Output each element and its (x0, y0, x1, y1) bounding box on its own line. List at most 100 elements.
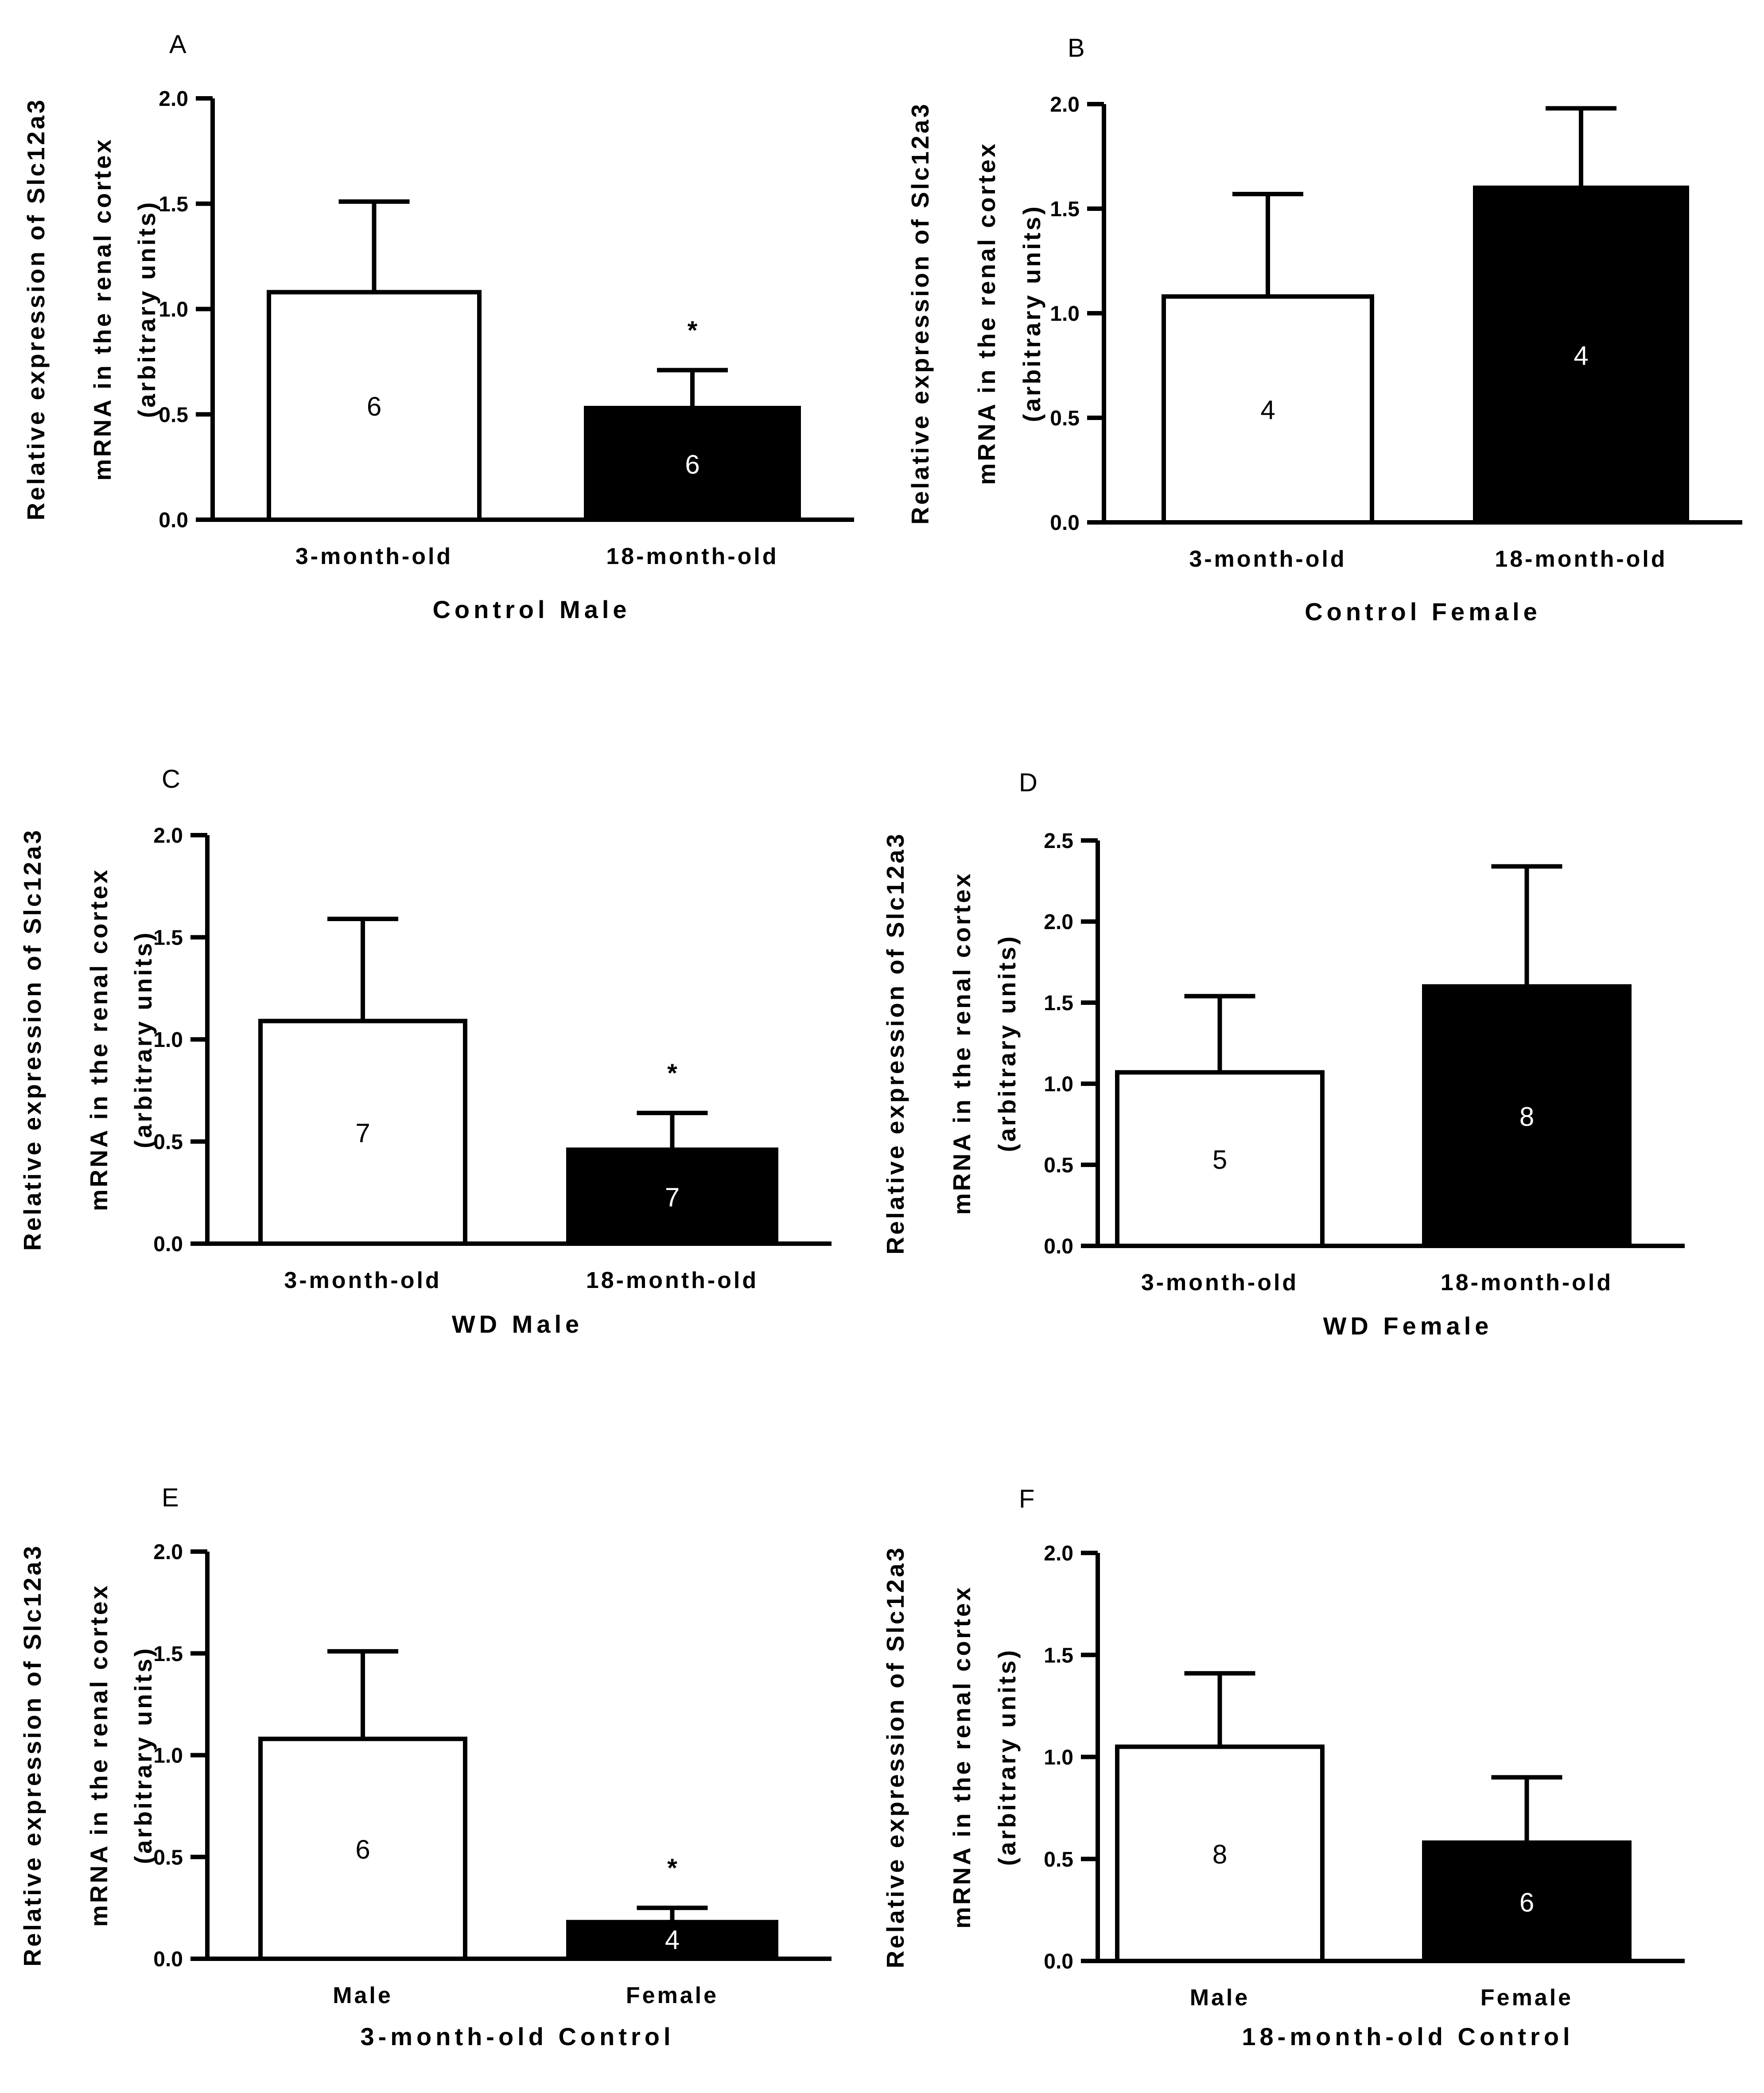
bar-2 (1422, 984, 1632, 1248)
bar-2 (566, 1147, 778, 1246)
panel-A: A 0.0 0.5 1.0 1.5 2.0 6 3-month-old 6 * 18-month-o… (22, 30, 854, 623)
n-label: 6 (685, 450, 699, 479)
y-axis-title-line: mRNA in the renal cortex (948, 1585, 975, 1929)
panel-letter: C (162, 765, 180, 794)
y-tick-label: 0.0 (1044, 1235, 1073, 1258)
y-axis-title-line: mRNA in the renal cortex (89, 137, 116, 481)
bar-1 (1115, 1070, 1325, 1248)
y-axis-title-line: mRNA in the renal cortex (85, 868, 113, 1211)
x-axis-title: Control Female (1305, 598, 1541, 626)
n-label: 4 (1574, 341, 1588, 370)
n-label: 7 (665, 1183, 680, 1212)
n-label: 5 (1212, 1145, 1227, 1175)
panel-letter: A (169, 30, 187, 59)
y-tick-label: 1.5 (153, 1642, 183, 1666)
x-axis-title: 3-month-old Control (360, 2023, 674, 2050)
panel-D: D 0.0 0.5 1.0 1.5 2.0 2.5 5 3-month-old 8 18-month… (882, 768, 1685, 1340)
bar-2 (1473, 185, 1689, 525)
y-axis-title-line: (arbitrary units) (133, 200, 160, 418)
category-label: Female (626, 1983, 719, 2008)
y-tick-label: 2.0 (1044, 1542, 1073, 1565)
y-tick-label: 0.5 (153, 1846, 183, 1869)
y-tick-label: 1.5 (1044, 992, 1073, 1015)
category-label: 18-month-old (1441, 1270, 1613, 1295)
n-label: 8 (1212, 1840, 1227, 1869)
n-label: 7 (355, 1118, 370, 1148)
category-label: Male (1190, 1985, 1250, 2011)
y-tick-label: 1.0 (1044, 1746, 1073, 1770)
bar-1 (267, 290, 482, 522)
category-label: 3-month-old (295, 544, 453, 569)
y-tick-label: 1.0 (1044, 1073, 1073, 1096)
n-label: 4 (1260, 395, 1275, 425)
n-label: 6 (367, 392, 381, 421)
y-tick-label: 2.0 (159, 87, 188, 111)
y-tick-label: 2.0 (1044, 910, 1073, 934)
significance-marker: * (667, 1059, 677, 1088)
bar-2 (566, 1920, 778, 1961)
y-axis-title-line: mRNA in the renal cortex (85, 1583, 113, 1927)
bar-1 (1115, 1744, 1325, 1964)
y-tick-label: 2.5 (1044, 829, 1073, 853)
bar-2 (584, 405, 801, 522)
category-label: 18-month-old (1495, 546, 1667, 572)
y-tick-label: 0.5 (153, 1131, 183, 1154)
y-tick-label: 1.0 (153, 1744, 183, 1768)
bar-1 (258, 1736, 467, 1961)
bar-1 (1162, 294, 1374, 525)
y-axis-title-line: mRNA in the renal cortex (948, 871, 975, 1215)
category-label: 18-month-old (586, 1268, 758, 1293)
n-label: 8 (1519, 1102, 1534, 1132)
category-label: 3-month-old (1189, 546, 1346, 572)
category-label: Male (333, 1983, 393, 2008)
n-label: 4 (665, 1925, 680, 1955)
y-tick-label: 2.0 (1050, 93, 1080, 117)
y-tick-label: 0.0 (153, 1948, 183, 1971)
y-tick-label: 0.5 (1050, 407, 1080, 430)
y-tick-label: 1.5 (1050, 198, 1080, 221)
y-tick-label: 0.0 (1050, 511, 1080, 535)
panel-C: C 0.0 0.5 1.0 1.5 2.0 7 3-month-old 7 * 18-month-o… (19, 765, 831, 1338)
y-axis-title-line: (arbitrary units) (129, 930, 157, 1148)
y-axis-title-line: Relative expression of Slc12a3 (19, 1544, 46, 1966)
y-tick-label: 2.0 (153, 1541, 183, 1564)
x-axis-title: Control Male (432, 595, 630, 623)
y-axis-title-line: (arbitrary units) (993, 934, 1021, 1152)
significance-marker: * (667, 1854, 677, 1883)
x-axis-title: 18-month-old Control (1242, 2023, 1574, 2050)
y-tick-label: 0.5 (159, 403, 188, 427)
y-axis-title-line: Relative expression of Slc12a3 (19, 828, 46, 1251)
y-tick-label: 0.5 (1044, 1848, 1073, 1871)
panel-B: B 0.0 0.5 1.0 1.5 2.0 4 3-month-old 4 18-month-ol… (906, 34, 1742, 626)
bar-1 (258, 1019, 467, 1246)
panel-letter: F (1019, 1485, 1034, 1513)
y-tick-label: 0.5 (1044, 1154, 1073, 1177)
y-axis-title-line: Relative expression of Slc12a3 (906, 102, 934, 525)
y-tick-label: 0.0 (153, 1233, 183, 1256)
y-tick-label: 0.0 (1044, 1950, 1073, 1973)
y-axis-title-line: (arbitrary units) (129, 1646, 157, 1864)
y-axis-title-line: Relative expression of Slc12a3 (22, 97, 50, 520)
y-axis-title-line: mRNA in the renal cortex (973, 141, 1000, 485)
x-axis-title: WD Female (1323, 1312, 1493, 1340)
y-axis-title-line: Relative expression of Slc12a3 (882, 832, 909, 1254)
bar-2 (1422, 1840, 1632, 1964)
panel-letter: B (1068, 34, 1085, 62)
panel-F: F 0.0 0.5 1.0 1.5 2.0 8 Male 6 Female 18-month-old… (882, 1485, 1685, 2050)
y-tick-label: 0.0 (159, 509, 188, 532)
y-tick-label: 1.5 (159, 193, 188, 216)
y-tick-label: 1.5 (153, 926, 183, 950)
category-label: 3-month-old (284, 1268, 441, 1293)
y-tick-label: 1.0 (153, 1028, 183, 1052)
panel-E: E 0.0 0.5 1.0 1.5 2.0 6 Male 4 * Female 3-month-old… (19, 1483, 831, 2050)
category-label: Female (1480, 1985, 1573, 2011)
significance-marker: * (688, 316, 698, 345)
y-tick-label: 1.0 (159, 298, 188, 322)
n-label: 6 (355, 1835, 370, 1864)
y-tick-label: 2.0 (153, 824, 183, 848)
panel-letter: D (1019, 768, 1037, 797)
y-axis-title-line: Relative expression of Slc12a3 (882, 1545, 909, 1968)
category-label: 3-month-old (1141, 1270, 1298, 1295)
panel-letter: E (162, 1483, 179, 1512)
